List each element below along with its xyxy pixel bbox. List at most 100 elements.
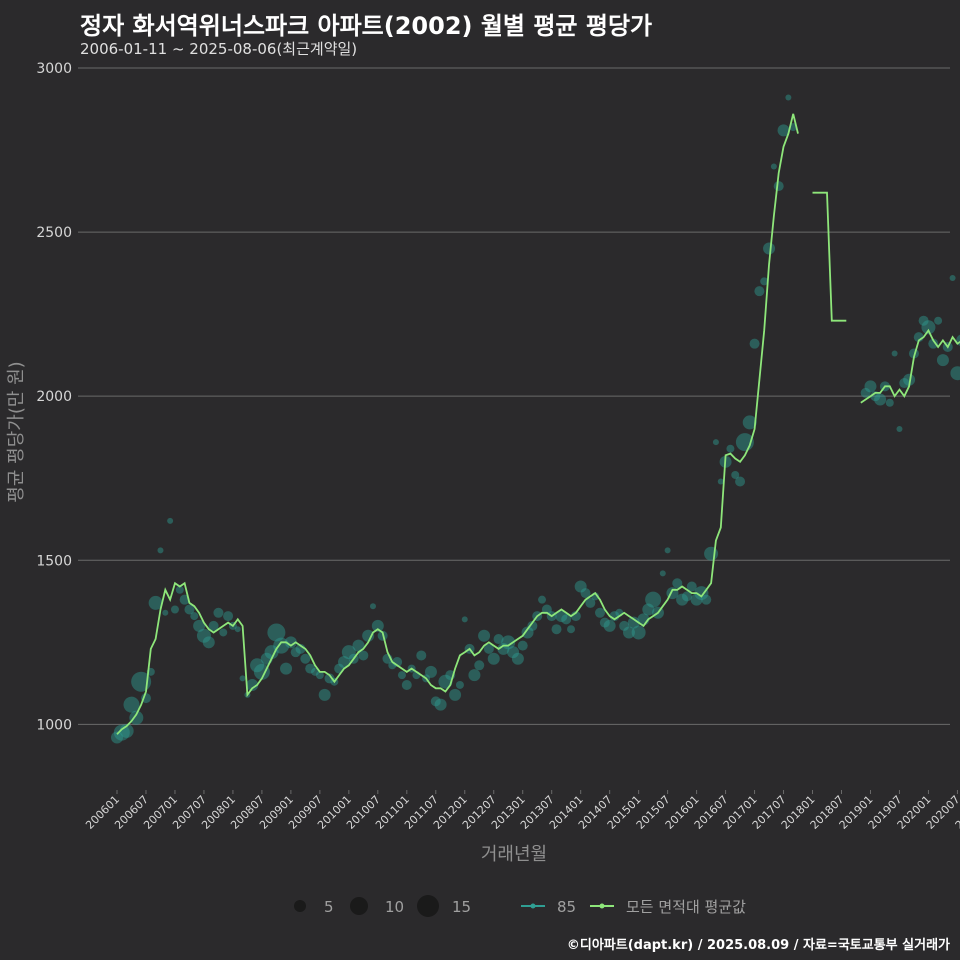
- series-85-point: [113, 724, 130, 741]
- average-line-segment-1: [812, 191, 847, 322]
- series-85-point: [193, 619, 206, 632]
- series-85-point: [170, 605, 179, 614]
- series-85-point: [712, 439, 719, 446]
- series-85-point: [527, 620, 538, 631]
- series-85-point: [551, 624, 562, 635]
- series-85-point: [284, 636, 297, 649]
- series-85-point: [246, 678, 259, 691]
- series-85-point: [664, 547, 671, 554]
- series-85-point: [690, 593, 703, 606]
- series-85-point: [891, 350, 898, 357]
- series-85-point: [290, 647, 301, 658]
- y-tick-label-3000: 3000: [36, 61, 72, 77]
- series-85-point: [280, 662, 293, 675]
- series-85-point: [956, 334, 960, 346]
- legend-size-5-label: 5: [324, 898, 334, 916]
- series-85-point: [202, 636, 215, 649]
- series-85-point: [903, 373, 916, 386]
- series-85-point: [860, 387, 871, 398]
- series-85-point: [253, 663, 270, 680]
- series-85-point: [580, 588, 591, 599]
- chart-subtitle: 2006-01-11 ~ 2025-08-06(최근계약일): [80, 40, 358, 58]
- series-85-point: [371, 619, 384, 632]
- series-85-point: [949, 275, 956, 282]
- series-85-point: [111, 731, 123, 744]
- series-85-point: [672, 578, 683, 589]
- series-85-point: [184, 604, 195, 615]
- series-85-point: [676, 593, 689, 606]
- series-85-point: [358, 650, 369, 661]
- series-85-point: [622, 626, 635, 639]
- legend-average-label: 모든 면적대 평균값: [626, 898, 746, 916]
- series-85-point: [449, 688, 462, 701]
- y-tick-label-2500: 2500: [36, 225, 72, 241]
- series-85-point: [770, 163, 777, 170]
- x-axis-label: 거래년월: [481, 844, 547, 865]
- series-85-point: [555, 610, 568, 623]
- series-85-point: [619, 620, 630, 631]
- series-85-point: [430, 696, 441, 707]
- legend-size-5-marker: [294, 900, 306, 912]
- series-85-point: [681, 591, 692, 602]
- series-85-point: [424, 665, 437, 678]
- series-85-point: [434, 698, 447, 711]
- legend-size-10-label: 10: [385, 898, 404, 916]
- series-85-point: [694, 586, 709, 601]
- series-85-point: [773, 181, 784, 192]
- legend-size-15-label: 15: [452, 898, 471, 916]
- series-85-point: [742, 415, 757, 430]
- series-85-point: [305, 663, 316, 674]
- series-85-point: [455, 680, 464, 689]
- series-85-point: [219, 628, 228, 637]
- series-85-point: [190, 612, 199, 621]
- series-85-point: [468, 669, 481, 682]
- series-85-point: [461, 616, 468, 623]
- series-85-point: [401, 679, 412, 690]
- series-85-point: [726, 444, 735, 453]
- average-line: [116, 113, 960, 735]
- series-85-point: [717, 478, 724, 485]
- series-85-point: [123, 696, 140, 713]
- series-85-point: [196, 628, 211, 643]
- series-85-point: [754, 286, 765, 297]
- series-85-point: [627, 616, 640, 629]
- series-85-point: [157, 547, 164, 554]
- legend-average-marker: [599, 903, 605, 909]
- series-85-point: [493, 634, 504, 645]
- series-85-point: [300, 653, 311, 664]
- series-85-point: [704, 546, 719, 561]
- series-85-point: [921, 320, 936, 335]
- y-tick-label-1000: 1000: [36, 717, 72, 733]
- series-85-point: [874, 393, 887, 406]
- series-85-point: [369, 603, 376, 610]
- series-85-point: [785, 94, 792, 101]
- series-85-point: [731, 470, 740, 479]
- legend-85-marker: [530, 903, 536, 909]
- series-85-point: [234, 626, 241, 633]
- series-85-point: [760, 277, 769, 286]
- series-85-point: [896, 426, 903, 432]
- series-85-point: [934, 316, 943, 325]
- series-85-point: [864, 380, 877, 393]
- series-85-point: [416, 650, 427, 661]
- series-85-point: [595, 607, 605, 618]
- series-85-point: [483, 643, 494, 654]
- legend-85-label: 85: [557, 898, 576, 916]
- series-85-point: [223, 611, 234, 622]
- series-85-point: [338, 656, 351, 669]
- series-85-point: [777, 124, 790, 137]
- series-85-point: [267, 623, 286, 642]
- series-85-point: [631, 625, 646, 640]
- series-85-point: [311, 667, 320, 676]
- series-85-point: [950, 366, 960, 381]
- series-85-point: [763, 242, 776, 255]
- series-85-point: [474, 660, 485, 671]
- series-85-point: [899, 378, 910, 389]
- series-85-point: [438, 674, 453, 689]
- series-85-point: [642, 603, 655, 616]
- series-85-point: [507, 646, 520, 659]
- series-85-point: [250, 658, 265, 673]
- series-85-point: [701, 594, 712, 605]
- series-85-point: [517, 640, 528, 651]
